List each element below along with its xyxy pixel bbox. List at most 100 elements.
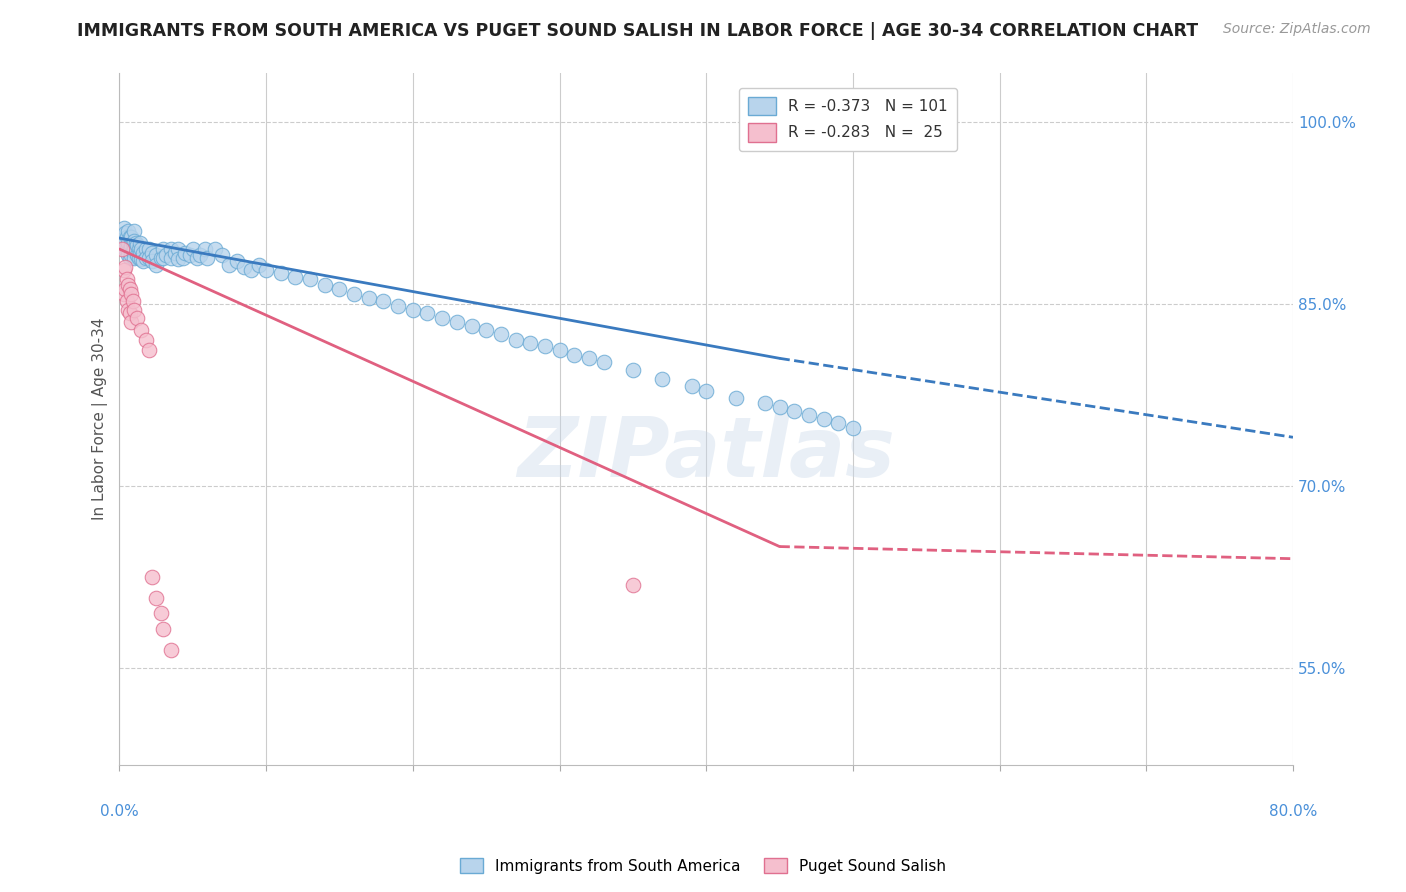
Point (120, 287, 142, 301)
Point (179, 248, 201, 262)
Point (505, 333, 527, 347)
Point (115, 242, 138, 256)
Point (114, 282, 136, 296)
Point (131, 242, 153, 256)
Point (247, 258, 270, 272)
Point (149, 607, 172, 621)
Point (135, 251, 157, 265)
Point (114, 260, 136, 275)
Point (118, 282, 141, 296)
Point (135, 242, 157, 256)
Point (145, 591, 167, 605)
Point (783, 403, 806, 417)
Point (125, 248, 148, 262)
Point (115, 272, 138, 286)
Point (204, 242, 226, 256)
Point (117, 224, 139, 238)
Text: ZIPatlas: ZIPatlas (517, 413, 896, 494)
Point (124, 244, 146, 259)
Point (430, 311, 453, 326)
Point (813, 412, 835, 426)
Point (129, 245, 152, 260)
Point (118, 251, 141, 265)
Point (842, 420, 865, 434)
Text: IMMIGRANTS FROM SOUTH AMERICA VS PUGET SOUND SALISH IN LABOR FORCE | AGE 30-34 C: IMMIGRANTS FROM SOUTH AMERICA VS PUGET S… (77, 22, 1198, 40)
Point (138, 242, 160, 256)
Point (174, 245, 197, 260)
Point (152, 622, 174, 636)
Point (165, 245, 187, 260)
Point (115, 230, 138, 244)
Point (118, 306, 141, 320)
Point (446, 315, 468, 329)
Point (132, 254, 155, 268)
Point (125, 238, 148, 252)
Text: 0.0%: 0.0% (100, 804, 139, 819)
Point (114, 242, 136, 256)
Point (270, 266, 292, 280)
Point (314, 278, 336, 293)
Point (121, 294, 143, 309)
Point (155, 248, 177, 262)
Point (797, 409, 820, 423)
Point (357, 291, 380, 305)
Point (186, 251, 208, 265)
Point (578, 351, 600, 366)
Point (120, 238, 142, 252)
Point (141, 254, 163, 268)
Point (120, 315, 142, 329)
Point (211, 248, 233, 262)
Point (373, 294, 395, 309)
Point (149, 251, 172, 265)
Point (724, 392, 747, 406)
Point (197, 251, 219, 265)
Point (754, 396, 776, 410)
Point (188, 248, 211, 262)
Point (218, 258, 240, 272)
Point (120, 230, 142, 244)
Point (534, 339, 557, 353)
Legend: Immigrants from South America, Puget Sound Salish: Immigrants from South America, Puget Sou… (454, 852, 952, 880)
Point (651, 372, 673, 386)
Y-axis label: In Labor Force | Age 30-34: In Labor Force | Age 30-34 (93, 318, 108, 520)
Point (138, 251, 160, 265)
Point (387, 299, 409, 313)
Point (681, 379, 703, 393)
Point (152, 242, 174, 256)
Point (122, 242, 145, 256)
Point (562, 348, 585, 362)
Point (284, 270, 307, 285)
Point (416, 306, 439, 320)
Point (121, 235, 143, 250)
Text: 80.0%: 80.0% (1268, 804, 1317, 819)
Point (145, 258, 167, 272)
Point (254, 262, 277, 277)
Point (141, 570, 163, 584)
Point (138, 343, 160, 357)
Point (240, 262, 263, 277)
Point (122, 234, 145, 248)
Point (299, 272, 322, 286)
Point (124, 235, 146, 250)
Point (131, 252, 153, 266)
Point (827, 416, 849, 430)
Point (117, 302, 139, 317)
Point (225, 254, 247, 268)
Point (121, 244, 143, 259)
Point (489, 327, 512, 342)
Point (132, 245, 155, 260)
Point (117, 278, 139, 293)
Point (145, 248, 167, 262)
Point (128, 242, 150, 256)
Point (592, 355, 614, 369)
Point (695, 384, 717, 398)
Point (135, 333, 157, 347)
Point (621, 363, 644, 377)
Point (159, 242, 181, 256)
Point (768, 400, 790, 414)
Point (111, 235, 134, 250)
Point (172, 251, 194, 265)
Text: Source: ZipAtlas.com: Source: ZipAtlas.com (1223, 22, 1371, 37)
Point (460, 318, 482, 333)
Point (131, 323, 153, 337)
